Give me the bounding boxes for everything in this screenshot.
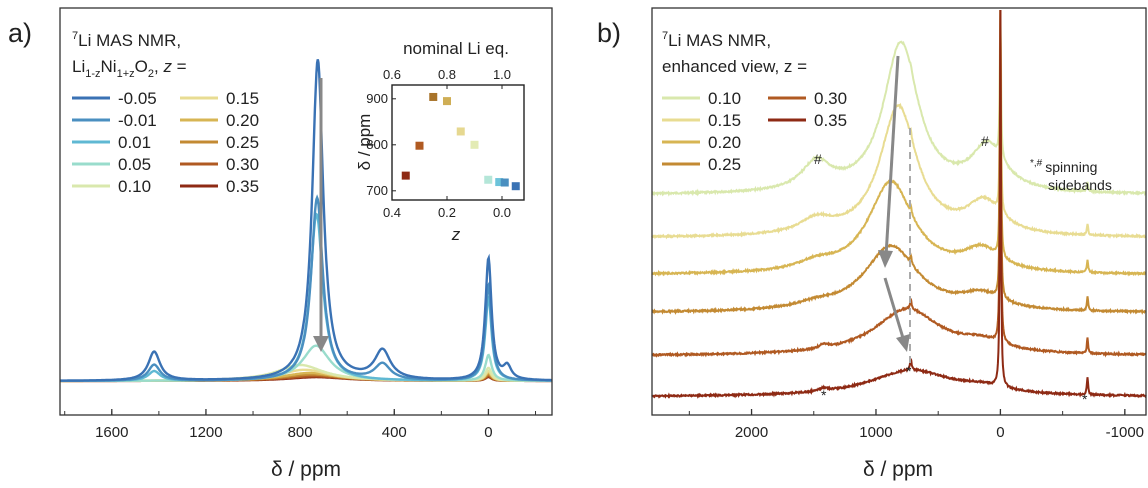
panel-b-x-tick-label: 2000 (735, 424, 768, 441)
inset-point (415, 141, 424, 150)
inset-y-tick-label: 800 (366, 137, 388, 152)
panel-b-series-0.35 (651, 9, 1147, 399)
panel-a-series--0.05 (60, 59, 552, 382)
inset-y-tick-label: 900 (366, 91, 388, 106)
inset-top-label: nominal Li eq. (403, 39, 509, 58)
inset-top-tick-label: 0.6 (383, 67, 401, 82)
sideband-hash-right: # (981, 133, 989, 149)
sideband-star-2: * (906, 363, 912, 379)
panel-a-x-tick-label: 800 (288, 424, 313, 441)
panel-b-series-0.10 (651, 9, 1147, 197)
panel-b-label: b) (597, 18, 621, 48)
inset-y-label: δ / ppm (355, 114, 374, 171)
panel-b-legend-title-2: enhanced view, z = (662, 57, 807, 76)
inset-points (401, 92, 520, 191)
panel-b-legend-label: 0.15 (708, 111, 741, 130)
panel-a-frame (59, 7, 553, 416)
panel-b-legend-label: 0.35 (814, 111, 847, 130)
inset-point (500, 178, 509, 187)
inset-x-tick-label: 0.4 (383, 205, 401, 220)
panel-b-legend-label: 0.20 (708, 133, 741, 152)
panel-b-series-0.25 (651, 9, 1146, 315)
panel-b-trend-arrowhead-1 (878, 250, 893, 268)
panel-b-x-ticks: 2000 1000 0 -1000 (688, 409, 1144, 441)
inset-x-label: z (451, 225, 461, 244)
inset-frame (391, 84, 525, 201)
panel-a-legend-label: 0.01 (118, 133, 151, 152)
panel-b-series-0.30 (651, 9, 1147, 358)
panel-a-x-axis-label: δ / ppm (271, 458, 341, 481)
panel-b-x-tick-label: 0 (996, 424, 1004, 441)
panel-b-trend-arrow-1 (884, 55, 900, 257)
inset-ticks: 0.4 0.2 0.0 700 800 900 0.6 0.8 1.0 (366, 67, 511, 220)
panel-a-series--0.01 (59, 194, 552, 382)
panel-a-series-0.05 (60, 344, 552, 383)
panel-a-curves (59, 59, 552, 383)
panel-b-x-axis-label: δ / ppm (863, 458, 933, 481)
panel-a-legend-label: 0.20 (226, 111, 259, 130)
sideband-annotation-1: *,# spinning (1030, 158, 1097, 175)
panel-a-legend-label: -0.05 (118, 89, 157, 108)
inset-point (443, 97, 451, 106)
inset-x-tick-label: 0.0 (493, 205, 511, 220)
panel-a-label: a) (8, 18, 32, 48)
panel-a-legend-label: -0.01 (118, 111, 157, 130)
inset-point (484, 175, 493, 184)
inset-top-tick-label: 1.0 (493, 67, 511, 82)
panel-a-x-tick-label: 1600 (95, 424, 128, 441)
inset-top-tick-label: 0.8 (438, 67, 456, 82)
panel-b-legend-label: 0.10 (708, 89, 741, 108)
inset-chart: nominal Li eq. 0.4 0.2 0.0 700 800 900 0.6 0.8 1… (355, 39, 525, 244)
panel-a-legend-label: 0.30 (226, 155, 259, 174)
inset-point (470, 140, 479, 149)
panel-a-legend-label: 0.05 (118, 155, 151, 174)
panel-b-x-tick-label: -1000 (1106, 424, 1144, 441)
sideband-star-1: * (821, 387, 827, 403)
panel-b-trend-arrowhead-2 (896, 334, 910, 352)
inset-point (429, 92, 438, 101)
panel-b-legend: 0.10 0.15 0.20 0.25 0.30 0.35 (662, 89, 847, 174)
panel-b-series-0.20 (651, 9, 1147, 277)
panel-a-legend-label: 0.35 (226, 177, 259, 196)
panel-b-legend-label: 0.25 (708, 155, 741, 174)
panel-b-curves (651, 9, 1147, 399)
panel-b-legend-label: 0.30 (814, 89, 847, 108)
inset-x-tick-label: 0.2 (438, 205, 456, 220)
inset-y-tick-label: 700 (366, 183, 388, 198)
panel-a-x-tick-label: 1200 (189, 424, 222, 441)
inset-point (456, 127, 465, 136)
inset-point (401, 171, 410, 180)
panel-a-x-tick-label: 400 (382, 424, 407, 441)
panel-b-trend-arrow-2 (883, 277, 905, 339)
panel-b-frame (651, 7, 1147, 416)
panel-a-legend: -0.05 -0.01 0.01 0.05 0.10 0.15 0.20 0.25 0.30 0.… (72, 89, 259, 196)
sideband-hash-left: # (814, 151, 822, 167)
panel-a-x-ticks: 1600 1200 800 400 0 (64, 409, 537, 441)
sideband-annotation-2: sidebands (1048, 177, 1112, 193)
panel-b-x-tick-label: 1000 (859, 424, 892, 441)
panel-b-legend-title-1: 7Li MAS NMR, (662, 30, 771, 50)
inset-point (511, 182, 520, 191)
panel-a-legend-label: 0.15 (226, 89, 259, 108)
sideband-star-3: * (1082, 391, 1088, 407)
panel-a-legend-label: 0.10 (118, 177, 151, 196)
panel-a-legend-title-1: 7Li MAS NMR, (72, 30, 181, 50)
panel-a-x-tick-label: 0 (484, 424, 492, 441)
panel-a: a) 1600 1200 800 400 0 δ / ppm 7Li MAS NMR, … (8, 7, 553, 481)
panel-a-legend-label: 0.25 (226, 133, 259, 152)
panel-b-series-0.15 (651, 9, 1146, 240)
panel-b: b) 2000 1000 0 -1000 δ / ppm 7Li MAS NMR, e… (597, 7, 1147, 481)
inset-point (495, 178, 504, 187)
panel-a-legend-title-2: Li1-zNi1+zO2, z = (72, 57, 187, 80)
panel-a-trend-arrowhead (313, 336, 329, 352)
